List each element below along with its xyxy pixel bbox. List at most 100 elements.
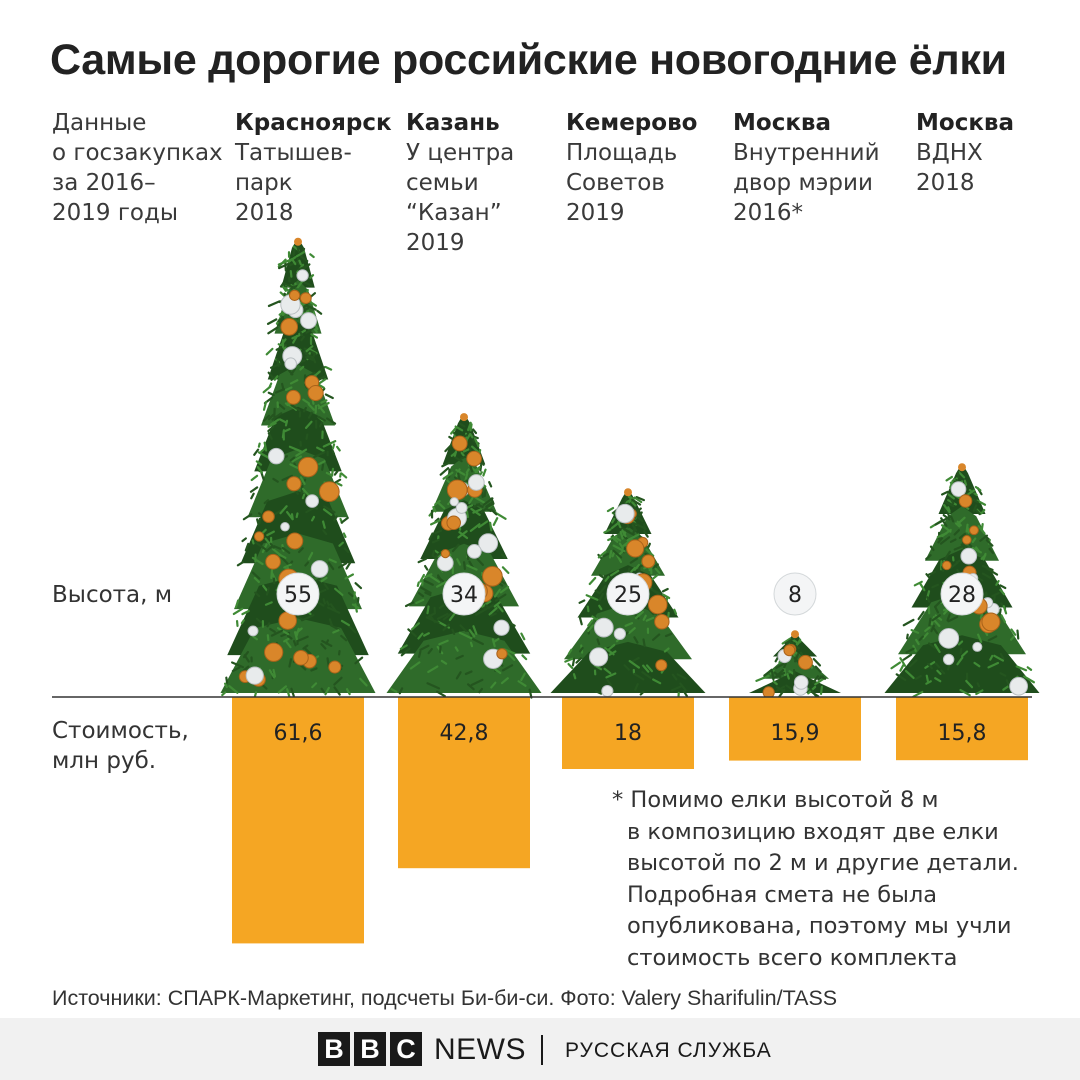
tree-needle	[810, 688, 818, 698]
tree-needle	[506, 651, 516, 661]
tree-needle	[493, 588, 502, 598]
tree-ornament	[641, 554, 656, 569]
tree-needle	[276, 627, 290, 636]
tree-needle	[975, 689, 984, 696]
location-line: 2019	[406, 230, 465, 256]
tree-needle	[976, 682, 981, 688]
tree-needle	[415, 598, 425, 605]
tree-needle	[311, 682, 318, 689]
tree-ornament	[593, 617, 614, 638]
location-line: ВДНХ	[916, 140, 983, 166]
tree-needle	[899, 657, 907, 667]
tree-needle	[324, 393, 334, 400]
tree-needle	[234, 599, 240, 609]
tree-needle	[924, 626, 931, 633]
tree-needle	[642, 638, 646, 648]
bbc-logo: B B C	[318, 1032, 422, 1066]
tree-needle	[630, 656, 640, 664]
tree-needle	[503, 619, 516, 627]
tree-needle	[986, 567, 999, 576]
tree-needle	[340, 619, 351, 627]
tree-needle	[419, 573, 426, 583]
tree-needle	[435, 580, 448, 588]
tree-needle	[564, 657, 574, 663]
tree-needle	[343, 547, 350, 554]
tree-needle	[434, 499, 441, 506]
tree-needle	[645, 664, 654, 673]
tree-needle	[254, 591, 261, 598]
tree-needle	[1015, 665, 1028, 672]
tree-needle	[316, 446, 325, 453]
tree-needle	[431, 549, 436, 557]
city-name: Красноярск	[235, 110, 392, 136]
tree-needle	[399, 644, 408, 650]
tree-needle	[284, 286, 290, 292]
tree-needle	[942, 513, 951, 521]
tree-needle	[251, 556, 264, 566]
tree-needle	[474, 468, 480, 474]
tree-needle	[425, 616, 440, 624]
tree-needle	[474, 607, 488, 616]
tree-needle	[241, 537, 247, 543]
tree-needle	[316, 309, 323, 315]
tree-needle	[987, 661, 1000, 669]
tree-needle	[947, 493, 955, 500]
tree-ornament	[466, 544, 482, 559]
tree-needle	[292, 247, 296, 256]
tree-needle	[301, 310, 310, 316]
tree-needle	[279, 505, 288, 515]
tree-needle	[930, 624, 936, 633]
tree-needle	[465, 433, 472, 442]
tree-needle	[934, 517, 947, 526]
tree-ornament	[783, 644, 796, 657]
tree-needle	[302, 406, 307, 413]
footnote-line: высотой по 2 м и другие детали.	[627, 850, 1019, 876]
tree-needle	[400, 647, 411, 657]
tree-needle	[598, 604, 603, 611]
tree-needle	[471, 445, 480, 454]
tree-needle	[241, 609, 250, 616]
footnote: * Помимо елки высотой 8 м в композицию в…	[612, 785, 1019, 974]
tree-needle	[932, 618, 941, 628]
tree-needle	[262, 414, 271, 422]
tree-needle	[571, 657, 576, 667]
tree-needle	[427, 612, 437, 618]
tree-needle	[642, 664, 650, 673]
tree-needle	[469, 423, 473, 432]
tree-needle	[949, 479, 954, 489]
tree-needle	[628, 659, 641, 669]
tree-needle	[307, 551, 314, 561]
tree-needle	[949, 538, 957, 543]
tree-ornament	[942, 653, 955, 666]
tree-needle	[926, 596, 931, 603]
location-line: У центра	[406, 140, 515, 166]
tree-needle	[622, 538, 633, 547]
bbc-logo-block: C	[390, 1032, 422, 1066]
tree-needle	[442, 623, 451, 632]
tree-needle	[483, 489, 487, 498]
tree-needle	[301, 493, 306, 500]
tree-needle	[967, 489, 976, 496]
tree-needle	[441, 461, 451, 468]
tree-needle	[309, 253, 315, 259]
tree-needle	[283, 637, 290, 643]
tree-needle	[434, 529, 443, 535]
tree-needle	[664, 632, 673, 638]
tree-needle	[290, 284, 298, 290]
tree-ornament	[265, 553, 281, 570]
tree-ornament	[938, 627, 960, 649]
tree-needle	[263, 441, 268, 452]
tree-needle	[979, 534, 989, 542]
tree-needle	[567, 648, 573, 655]
tree-needle	[297, 635, 309, 642]
tree-needle	[253, 448, 260, 456]
tree-needle	[326, 606, 341, 614]
tree-ornament	[478, 533, 499, 554]
tree-needle	[320, 643, 327, 650]
tree-ornament	[328, 660, 342, 674]
tree-needle	[431, 538, 440, 544]
tree-needle	[304, 647, 312, 655]
tree-needle	[950, 515, 955, 523]
tree-needle	[450, 454, 463, 463]
tree-needle	[455, 468, 466, 476]
